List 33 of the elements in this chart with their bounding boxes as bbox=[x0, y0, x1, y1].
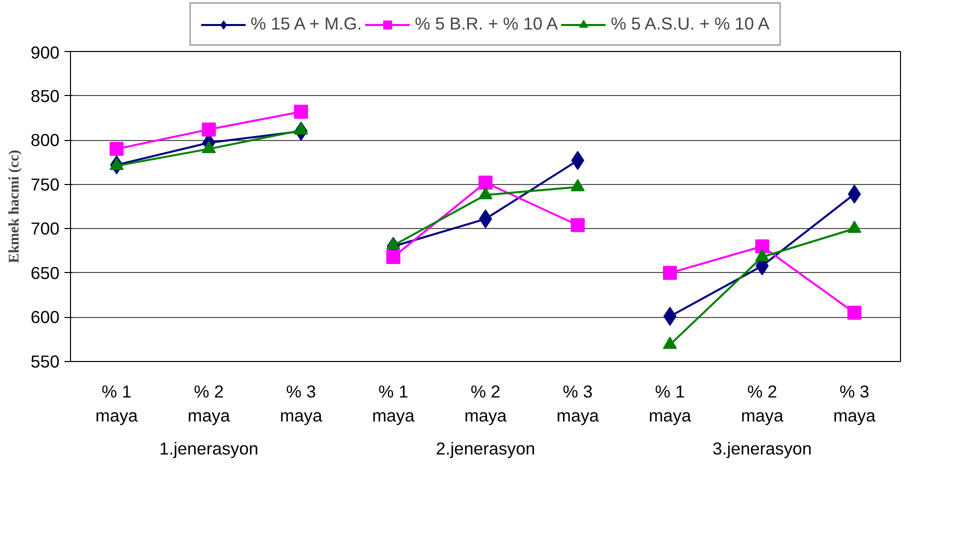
point bbox=[755, 239, 770, 254]
point bbox=[202, 122, 216, 136]
x-tick-label: % 2 maya bbox=[740, 382, 784, 426]
point bbox=[662, 266, 677, 280]
legend-label: % 5 A.S.U. + % 10 A bbox=[610, 14, 770, 34]
legend-label: % 15 A + M.G. bbox=[250, 14, 362, 34]
text: 2.jenerasyon bbox=[436, 438, 536, 458]
y-tick-label: 700 bbox=[30, 218, 60, 239]
y-tick-label: 900 bbox=[30, 42, 60, 62]
y-tick-label: 550 bbox=[30, 352, 60, 372]
y-tick-label: 750 bbox=[30, 174, 60, 194]
x-tick-label: % 3 maya bbox=[556, 382, 600, 426]
y-axis-title: Ekmek hacmi (cc) bbox=[6, 150, 23, 264]
y-tick-label: 650 bbox=[30, 262, 60, 283]
legend-label: % 5 B.R. + % 10 A bbox=[414, 14, 558, 34]
x-tick-label: % 2 maya bbox=[188, 382, 230, 426]
x-tick-label: % 3 maya bbox=[833, 382, 876, 426]
point bbox=[478, 176, 492, 190]
x-tick-label: % 1 maya bbox=[372, 382, 415, 426]
point bbox=[847, 306, 862, 320]
x-tick-label: % 3 maya bbox=[280, 382, 323, 426]
x-tick-label: % 2 maya bbox=[464, 382, 508, 426]
point bbox=[386, 250, 400, 264]
x-tick-label: % 1 maya bbox=[648, 382, 692, 426]
point bbox=[570, 218, 585, 232]
point bbox=[110, 142, 124, 156]
y-tick-label: 600 bbox=[30, 307, 60, 328]
y-tick-label: 850 bbox=[30, 86, 60, 106]
text: 1.jenerasyon bbox=[159, 438, 258, 458]
y-tick-label: 800 bbox=[30, 130, 60, 150]
text: 3.jenerasyon bbox=[712, 438, 812, 458]
x-tick-label: % 1 maya bbox=[95, 382, 138, 426]
point bbox=[294, 104, 308, 119]
